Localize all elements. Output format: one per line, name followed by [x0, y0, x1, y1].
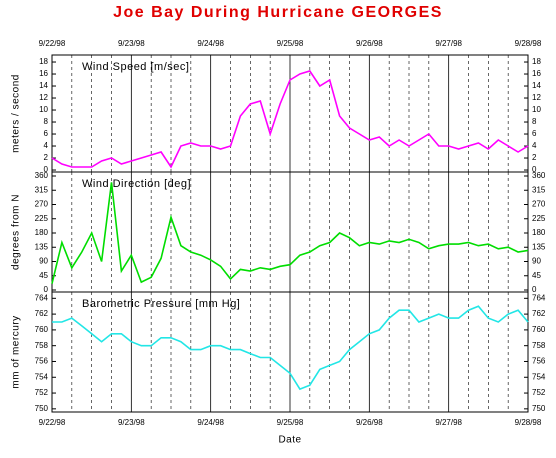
y-tick-label-right: 180 [532, 228, 546, 237]
y-axis-title: mm of mercury [11, 315, 22, 388]
x-tick-label-top: 9/23/98 [118, 39, 145, 48]
x-tick-label-top: 9/24/98 [197, 39, 224, 48]
y-tick-label-right: 315 [532, 185, 546, 194]
y-tick-label-right: 0 [532, 285, 537, 294]
x-tick-label: 9/23/98 [118, 418, 145, 427]
y-tick-label-right: 225 [532, 214, 546, 223]
y-tick-label-right: 8 [532, 117, 537, 126]
y-tick-label: 135 [35, 242, 49, 251]
y-tick-label: 16 [39, 69, 48, 78]
y-tick-label: 14 [39, 81, 48, 90]
y-tick-label-right: 758 [532, 341, 546, 350]
y-tick-label-right: 10 [532, 105, 541, 114]
y-tick-label: 752 [35, 388, 49, 397]
y-tick-label-right: 4 [532, 141, 537, 150]
y-tick-label-right: 762 [532, 309, 546, 318]
y-tick-label-right: 90 [532, 257, 541, 266]
y-tick-label-right: 0 [532, 165, 537, 174]
x-tick-label-top: 9/26/98 [356, 39, 383, 48]
data-line [51, 70, 529, 169]
y-tick-label: 750 [35, 404, 49, 413]
panel-title: Wind Direction [deg] [82, 178, 191, 190]
x-tick-label-top: 9/25/98 [277, 39, 304, 48]
x-tick-label: 9/28/98 [515, 418, 542, 427]
y-tick-label-right: 2 [532, 153, 537, 162]
y-tick-label: 762 [35, 309, 49, 318]
y-axis-title: meters / second [11, 74, 22, 153]
panel-title: Wind Speed [m/sec] [82, 61, 189, 73]
y-tick-label: 758 [35, 341, 49, 350]
y-tick-label-right: 135 [532, 242, 546, 251]
x-tick-label: 9/22/98 [39, 418, 66, 427]
panel-title: Barometric Pressure [mm Hg] [82, 298, 240, 310]
y-tick-label: 270 [35, 200, 49, 209]
y-tick-label: 225 [35, 214, 49, 223]
y-tick-label: 10 [39, 105, 48, 114]
y-tick-label-right: 764 [532, 293, 546, 302]
y-tick-label-right: 754 [532, 372, 546, 381]
y-tick-label-right: 270 [532, 200, 546, 209]
y-tick-label: 2 [44, 153, 49, 162]
y-tick-label-right: 14 [532, 81, 541, 90]
y-tick-label-right: 16 [532, 69, 541, 78]
data-line [51, 182, 529, 284]
y-tick-label-right: 6 [532, 129, 537, 138]
y-tick-label: 760 [35, 325, 49, 334]
chart-title: Joe Bay During Hurricane GEORGES [113, 4, 443, 21]
y-tick-label: 756 [35, 357, 49, 366]
y-tick-label: 45 [39, 271, 48, 280]
y-tick-label: 754 [35, 372, 49, 381]
y-tick-label-right: 752 [532, 388, 546, 397]
y-tick-label: 360 [35, 171, 49, 180]
y-tick-label: 764 [35, 293, 49, 302]
y-axis-title: degrees from N [11, 194, 22, 270]
y-tick-label-right: 45 [532, 271, 541, 280]
y-tick-label: 180 [35, 228, 49, 237]
x-tick-label: 9/25/98 [277, 418, 304, 427]
y-tick-label-right: 756 [532, 357, 546, 366]
y-tick-label: 315 [35, 185, 49, 194]
x-tick-label-top: 9/27/98 [435, 39, 462, 48]
y-tick-label-right: 750 [532, 404, 546, 413]
x-axis-title: Date [278, 435, 301, 446]
x-tick-label-top: 9/28/98 [515, 39, 542, 48]
y-tick-label: 6 [44, 129, 49, 138]
x-tick-label: 9/27/98 [435, 418, 462, 427]
x-tick-label: 9/24/98 [197, 418, 224, 427]
y-tick-label: 90 [39, 257, 48, 266]
panel-frame [51, 291, 529, 413]
x-tick-label-top: 9/22/98 [39, 39, 66, 48]
y-tick-label: 0 [44, 165, 49, 174]
x-tick-label: 9/26/98 [356, 418, 383, 427]
y-tick-label: 18 [39, 57, 48, 66]
y-tick-label-right: 760 [532, 325, 546, 334]
y-tick-label-right: 360 [532, 171, 546, 180]
data-line [52, 305, 529, 391]
y-tick-label: 8 [44, 117, 49, 126]
y-tick-label-right: 18 [532, 57, 541, 66]
y-tick-label: 0 [44, 285, 49, 294]
y-tick-label-right: 12 [532, 93, 541, 102]
y-tick-label: 12 [39, 93, 48, 102]
y-tick-label: 4 [44, 141, 49, 150]
